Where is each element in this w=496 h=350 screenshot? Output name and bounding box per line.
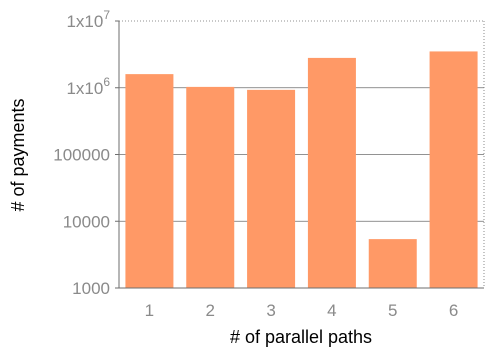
bar-4 [307, 57, 356, 288]
y-tick-label: 1x106 [66, 75, 110, 98]
bar-1 [125, 74, 174, 288]
x-axis-title: # of parallel paths [230, 327, 372, 347]
x-axis-ticks: 1 2 3 4 5 6 [145, 301, 459, 320]
y-axis-ticks: 1000 10000 100000 1x106 1x107 [53, 8, 119, 298]
y-tick-label: 1000 [72, 279, 110, 298]
y-axis-title: # of payments [8, 98, 28, 211]
x-tick-label: 5 [388, 301, 397, 320]
y-tick-label: 100000 [53, 146, 110, 165]
bar-6 [429, 51, 478, 288]
gridlines [119, 87, 484, 222]
x-tick-label: 1 [145, 301, 154, 320]
bar-2 [186, 86, 235, 288]
bar-3 [247, 89, 296, 288]
y-tick-label: 1x107 [66, 8, 110, 31]
bars [125, 51, 478, 288]
x-tick-label: 4 [327, 301, 336, 320]
x-tick-label: 2 [206, 301, 215, 320]
bar-5 [368, 239, 417, 288]
x-tick-label: 6 [449, 301, 458, 320]
x-tick-label: 3 [266, 301, 275, 320]
y-tick-label: 10000 [63, 212, 110, 231]
